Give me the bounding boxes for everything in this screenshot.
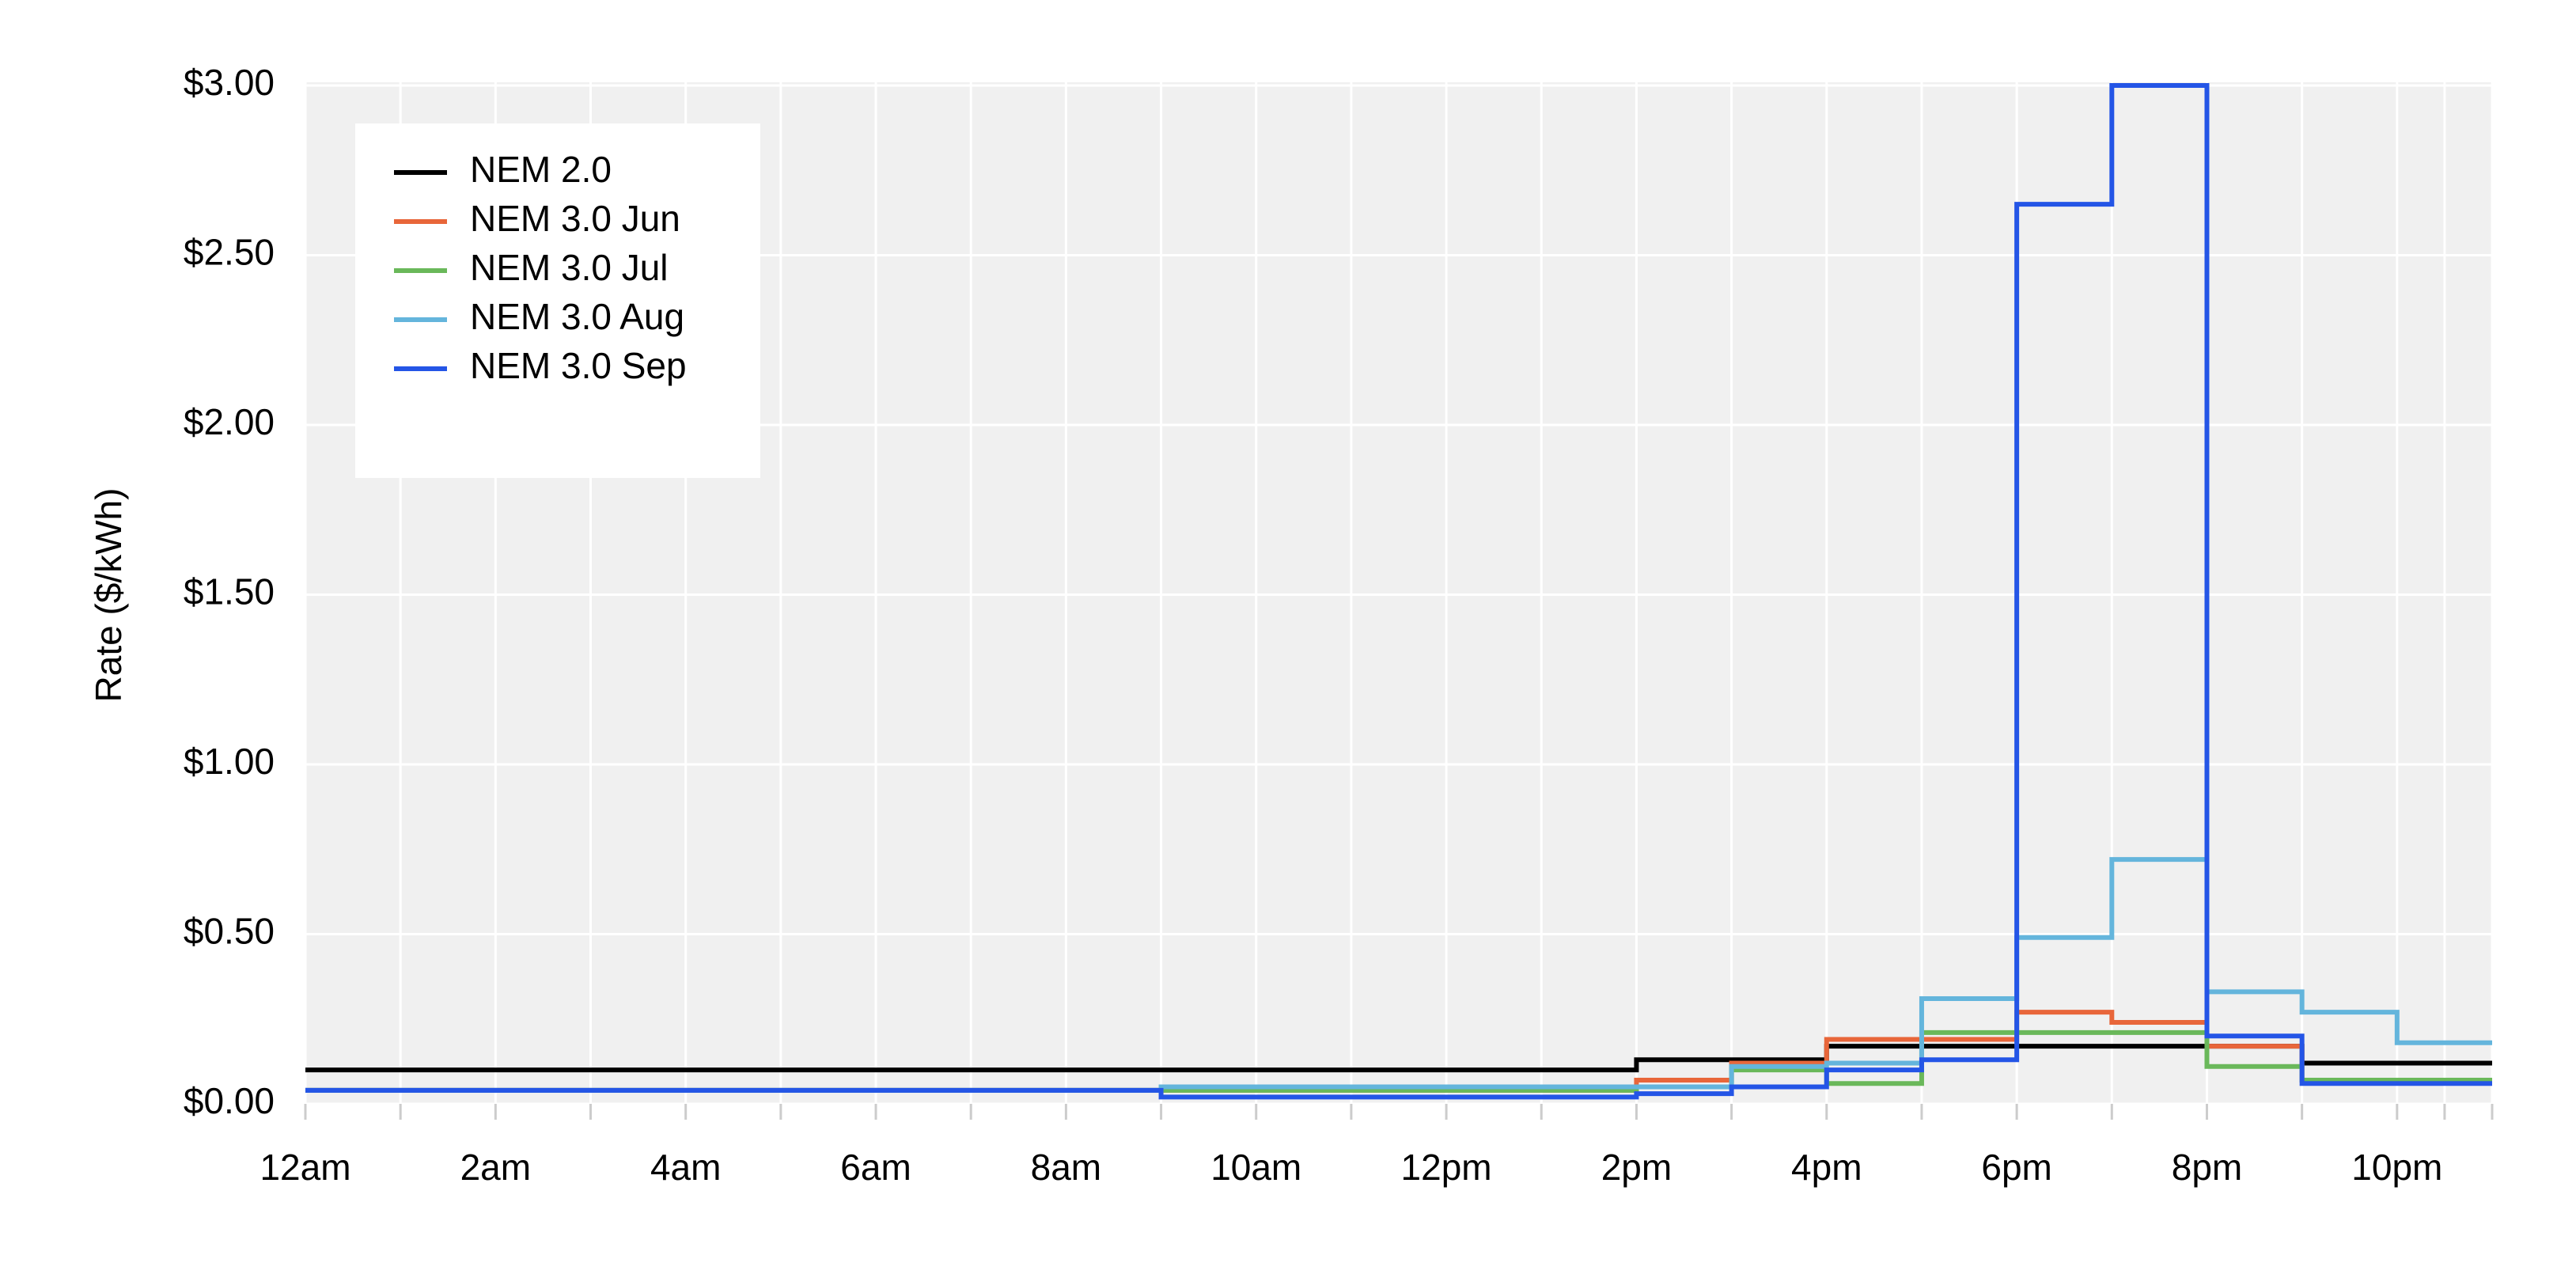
series-line [305,83,2492,1100]
x-tick-label: 2am [460,1147,531,1188]
y-tick-label: $0.00 [184,1080,275,1121]
x-tick-label: 12pm [1401,1147,1492,1188]
legend-label: NEM 3.0 Jun [470,198,680,239]
y-tick-label: $2.00 [184,401,275,442]
x-tick-label: 8pm [2172,1147,2242,1188]
x-tick-label: 6pm [1981,1147,2051,1188]
y-axis-label: Rate ($/kWh) [88,488,129,703]
x-tick-label: 12am [259,1147,350,1188]
y-tick-label: $3.00 [184,62,275,103]
legend-label: NEM 2.0 [470,149,612,190]
x-tick-label: 10pm [2351,1147,2442,1188]
x-tick-label: 6am [840,1147,911,1188]
series-line [305,1044,2492,1073]
legend-label: NEM 3.0 Sep [470,345,687,386]
legend: NEM 2.0 NEM 3.0 Jun NEM 3.0 Jul NEM 3.0 Aug… [355,123,760,478]
x-tick-label: 2pm [1601,1147,1672,1188]
x-tick-label: 4am [650,1147,721,1188]
y-tick-label: $1.00 [184,741,275,782]
x-tick-label: 10am [1210,1147,1301,1188]
legend-label: NEM 3.0 Jul [470,247,669,288]
y-tick-label: $2.50 [184,232,275,273]
y-tick-label: $1.50 [184,571,275,612]
y-tick-label: $0.50 [184,911,275,952]
x-tick-label: 4pm [1791,1147,1862,1188]
legend-box [355,123,760,478]
legend-label: NEM 3.0 Aug [470,296,684,337]
x-tick-label: 8am [1031,1147,1101,1188]
